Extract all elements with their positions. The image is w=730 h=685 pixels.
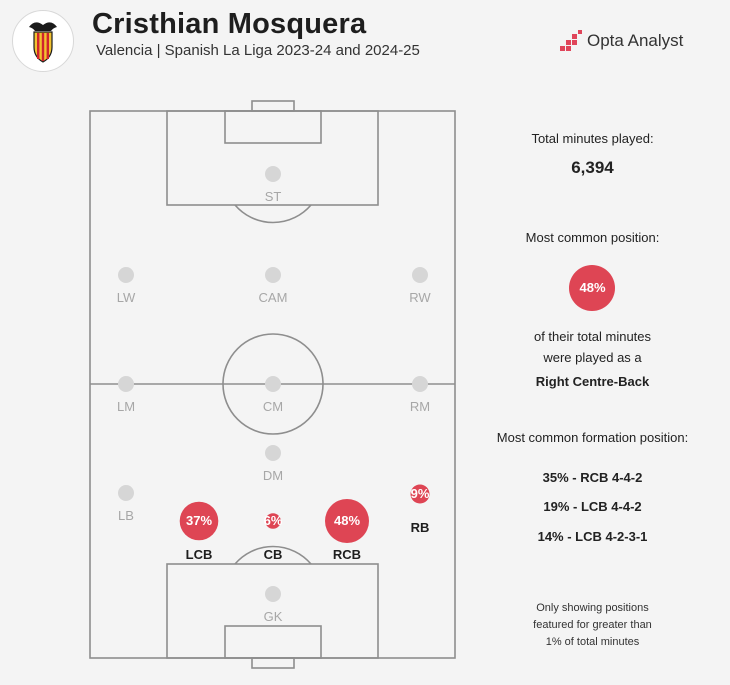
position-dot-lb (118, 485, 134, 501)
position-value-rb: 9% (410, 486, 430, 501)
position-label-cam: CAM (258, 290, 288, 305)
position-dot-st (265, 166, 281, 182)
centre-circle (222, 333, 324, 435)
bat-crest-icon (29, 22, 57, 63)
minutes-label: Total minutes played: (531, 131, 654, 146)
brand-name: Opta Analyst (587, 31, 684, 50)
position-dot-cm (265, 376, 281, 392)
position-value-rcb: 48% (333, 513, 361, 528)
bottom-six-yard-box (224, 625, 322, 659)
description-line-2: were played as a (543, 350, 642, 365)
club-crest (12, 10, 74, 72)
common-position-label: Most common position: (525, 230, 660, 245)
page-subtitle: Valencia | Spanish La Liga 2023-24 and 2… (96, 42, 420, 59)
formation-item-2: 19% - LCB 4-4-2 (543, 499, 642, 514)
formation-label: Most common formation position: (496, 430, 689, 445)
position-label-dm: DM (262, 468, 284, 483)
bottom-penalty-arc (234, 545, 312, 565)
position-bubble-cb (265, 513, 281, 529)
position-dot-gk (265, 586, 281, 602)
position-label-lm: LM (116, 399, 136, 414)
position-dot-cam (265, 267, 281, 283)
position-label-gk: GK (263, 609, 283, 624)
footnote-line-2: featured for greater than (533, 619, 652, 631)
footnote-line-1: Only showing positions (536, 602, 649, 614)
common-position-bubble (569, 265, 615, 311)
position-bubble-rcb (325, 499, 369, 543)
common-position-pct: 48% (579, 280, 606, 295)
position-dot-dm (265, 445, 281, 461)
position-label-lcb: LCB (185, 547, 213, 562)
position-dot-rw (412, 267, 428, 283)
position-dot-lm (118, 376, 134, 392)
position-label-lw: LW (116, 290, 136, 305)
position-label-cm: CM (262, 399, 284, 414)
position-dot-rm (412, 376, 428, 392)
position-value-cb: 6% (263, 513, 283, 528)
minutes-value: 6,394 (571, 158, 614, 177)
position-label-lb: LB (118, 508, 134, 523)
position-dot-lw (118, 267, 134, 283)
position-bubble-rb (410, 484, 430, 504)
position-label-rcb: RCB (332, 547, 362, 562)
position-bubble-lcb (179, 501, 219, 541)
formation-item-3: 14% - LCB 4-2-3-1 (537, 529, 648, 544)
page-title: Cristhian Mosquera (92, 8, 367, 40)
formation-item-1: 35% - RCB 4-4-2 (542, 470, 643, 485)
common-position-name: Right Centre-Back (535, 374, 650, 389)
top-six-yard-box (224, 110, 322, 144)
top-goal (251, 100, 295, 112)
position-value-lcb: 37% (185, 513, 213, 528)
opta-logo-icon (560, 30, 582, 51)
footnote-line-3: 1% of total minutes (545, 636, 640, 648)
bottom-goal (251, 657, 295, 669)
top-penalty-arc (234, 204, 312, 224)
position-label-cb: CB (263, 547, 283, 562)
position-label-rm: RM (409, 399, 431, 414)
description-line-1: of their total minutes (533, 329, 652, 344)
position-label-rw: RW (409, 290, 431, 305)
position-label-st: ST (264, 189, 282, 204)
position-label-rb: RB (410, 520, 430, 535)
